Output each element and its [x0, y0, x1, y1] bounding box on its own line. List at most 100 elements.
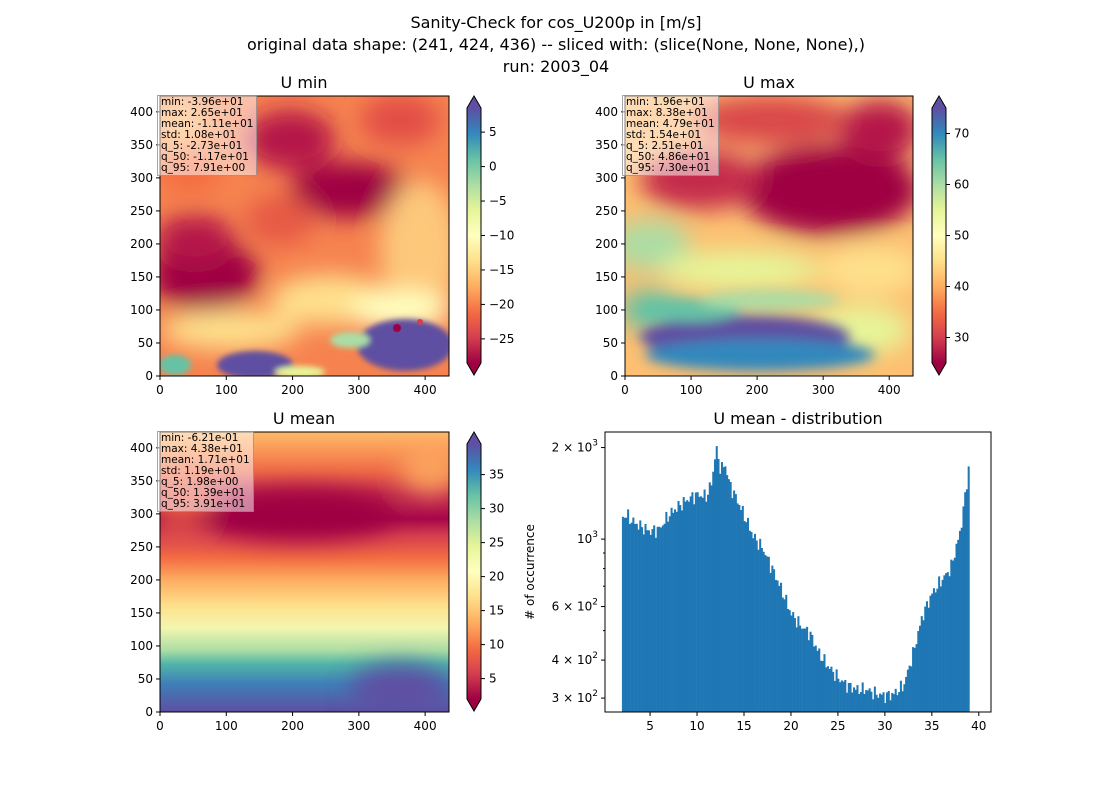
- histogram-bar: [634, 523, 637, 712]
- colorbar-tick-label: 15: [489, 604, 504, 618]
- histogram-bar: [813, 646, 816, 712]
- figure-title-line-3: run: 2003_04: [503, 57, 609, 77]
- histogram-bar: [771, 565, 774, 712]
- histogram-bar: [625, 517, 628, 712]
- histogram-bar: [887, 690, 890, 712]
- x-tick-label: 400: [414, 719, 437, 733]
- histogram-bar: [713, 459, 717, 712]
- histogram-bar: [755, 540, 758, 712]
- histogram-bar: [630, 522, 633, 712]
- histogram-bar: [689, 496, 692, 712]
- y-tick-label: 100: [130, 303, 153, 317]
- stat-line: mean: 4.79e+01: [626, 118, 715, 130]
- histogram-bar: [889, 700, 892, 712]
- y-tick-label: 150: [130, 606, 153, 620]
- histogram-bar: [955, 543, 958, 712]
- histogram-bar: [642, 534, 645, 712]
- histogram-bar: [840, 680, 843, 712]
- y-tick-label: 350: [595, 138, 618, 152]
- histogram-bar: [738, 504, 741, 712]
- stat-line: q_95: 7.30e+01: [626, 162, 711, 174]
- histogram-bar: [802, 628, 805, 712]
- histogram-bar: [788, 610, 791, 712]
- histogram-bar: [785, 594, 788, 712]
- histogram-bar: [846, 692, 849, 712]
- histogram-bar: [844, 679, 847, 712]
- histogram-bar: [649, 534, 652, 712]
- y-tick-label: 100: [595, 303, 618, 317]
- histogram-bar: [731, 498, 734, 712]
- histogram-bar: [886, 692, 889, 712]
- y-tick-label: 400: [130, 105, 153, 119]
- histogram-axis-ticks: 5 10 15 20 25 30 35 40 2 × 103 103 6 × 102 4 × 102 3…: [552, 439, 987, 733]
- histogram-bar: [707, 494, 710, 712]
- y-tick-label: 50: [603, 336, 618, 350]
- histogram-bar: [922, 620, 925, 712]
- histogram-bar: [884, 703, 887, 712]
- histogram-bar: [793, 618, 796, 712]
- histogram-bar: [675, 511, 678, 712]
- y-tick-label: 0: [610, 369, 618, 383]
- hist-x-tick-label: 30: [877, 719, 892, 733]
- histogram-bar: [901, 691, 904, 712]
- histogram-bar: [899, 680, 902, 712]
- histogram-bar: [651, 529, 654, 712]
- histogram-bar: [663, 523, 666, 712]
- histogram-bar: [773, 569, 776, 712]
- histogram-bar: [880, 694, 883, 712]
- y-tick-label: 100: [130, 639, 153, 653]
- histogram-bar: [766, 556, 769, 712]
- panel-title-u-min: U min: [281, 73, 328, 92]
- histogram-bar: [797, 616, 800, 712]
- histogram-bar: [747, 517, 750, 712]
- panel-histogram: U mean - distribution 5 10 15 20 25 30 35 40 2 ×…: [523, 409, 992, 733]
- stat-line: q_5: -2.73e+01: [161, 140, 243, 152]
- histogram-bar: [839, 682, 842, 712]
- histogram-bar: [661, 525, 664, 712]
- x-tick-label: 0: [156, 719, 164, 733]
- y-tick-label: 250: [130, 204, 153, 218]
- histogram-bar: [958, 530, 962, 712]
- histogram-bar: [800, 628, 803, 712]
- histogram-bar: [769, 572, 772, 712]
- histogram-bar: [759, 538, 762, 712]
- histogram-bar: [804, 628, 807, 712]
- stat-line: mean: -1.11e+01: [161, 118, 254, 130]
- histogram-bar: [684, 501, 687, 712]
- histogram-bar: [724, 466, 727, 712]
- panel-u-min: U min: [130, 73, 514, 397]
- panel-u-max: U max: [595, 73, 969, 397]
- histogram-bar: [641, 527, 644, 712]
- hist-x-tick-label: 25: [830, 719, 845, 733]
- axes-frame-u-mean: [159, 431, 450, 713]
- histogram-bar: [818, 648, 821, 712]
- histogram-bar: [833, 680, 836, 712]
- histogram-bar: [865, 690, 868, 712]
- histogram-bar: [774, 579, 777, 712]
- histogram-bar: [668, 516, 671, 712]
- histogram-bar: [658, 526, 661, 712]
- colorbar-tick-label: 0: [489, 160, 497, 174]
- histogram-bar: [856, 685, 859, 712]
- histogram-bar: [835, 669, 838, 712]
- hist-x-tick-label: 40: [971, 719, 986, 733]
- stat-line: mean: 1.71e+01: [161, 454, 250, 466]
- histogram-bar: [628, 523, 631, 712]
- stat-line: q_5: 2.51e+01: [626, 140, 704, 152]
- histogram-bar: [717, 458, 720, 712]
- histogram-bar: [882, 692, 885, 712]
- histogram-bar: [858, 693, 861, 712]
- histogram-ylabel: # of occurrence: [523, 524, 537, 620]
- histogram-bar: [639, 520, 642, 712]
- histogram-bar: [757, 549, 760, 712]
- histogram-bar: [965, 489, 968, 712]
- stat-line: q_95: 7.91e+00: [161, 162, 246, 174]
- stat-line: std: 1.19e+01: [161, 465, 237, 477]
- axes-frame-histogram: [604, 431, 992, 713]
- colorbar-tick-label: 5: [489, 125, 497, 139]
- colorbar-u-mean: 5 10 15 20 25 30 35: [466, 431, 504, 712]
- x-tick-label: 300: [347, 719, 370, 733]
- histogram-bar: [912, 647, 915, 712]
- histogram-bar: [932, 588, 935, 712]
